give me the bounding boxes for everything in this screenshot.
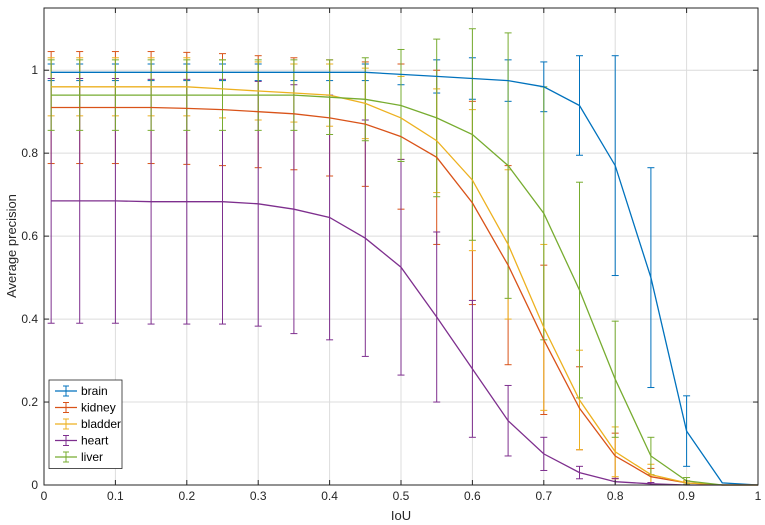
series-line-heart (51, 200, 758, 486)
legend-item-kidney: kidney (55, 401, 116, 415)
legend-label-liver: liver (81, 450, 103, 464)
legend-label-kidney: kidney (81, 401, 116, 415)
x-tick-label: 0.3 (250, 489, 267, 503)
y-axis-label: Average precision (4, 194, 19, 298)
legend-label-brain: brain (81, 384, 108, 398)
y-tick-label: 0.8 (21, 146, 38, 160)
x-axis-label: IoU (391, 508, 411, 523)
legend-item-brain: brain (55, 384, 108, 398)
x-tick-label: 0.5 (393, 489, 410, 503)
x-tick-label: 0.7 (535, 489, 552, 503)
series-line-kidney (51, 106, 758, 486)
x-tick-label: 1 (755, 489, 762, 503)
legend-label-bladder: bladder (81, 417, 121, 431)
x-tick-label: 0.6 (464, 489, 481, 503)
y-tick-label: 0.4 (21, 312, 38, 326)
series-lines (51, 71, 759, 486)
legend: brain kidney bladder heart liver (48, 379, 123, 469)
x-tick-label: 0.8 (607, 489, 624, 503)
y-tick-label: 0 (31, 478, 38, 492)
series-line-bladder (51, 86, 758, 486)
x-tick-label: 0.1 (107, 489, 124, 503)
y-tick-label: 0.6 (21, 229, 38, 243)
x-tick-label: 0 (41, 489, 48, 503)
legend-item-heart: heart (55, 434, 109, 448)
x-tick-label: 0.9 (678, 489, 695, 503)
series-line-liver (51, 94, 758, 486)
legend-item-liver: liver (55, 450, 103, 464)
legend-label-heart: heart (81, 434, 109, 448)
axis-ticks (43, 8, 759, 486)
y-tick-label: 0.2 (21, 395, 38, 409)
x-tick-label: 0.4 (321, 489, 338, 503)
x-tick-labels: 0 0.1 0.2 0.3 0.4 0.5 0.6 0.7 0.8 0.9 1 (41, 489, 762, 503)
y-tick-label: 1 (31, 63, 38, 77)
legend-item-bladder: bladder (55, 417, 121, 431)
x-tick-label: 0.2 (178, 489, 195, 503)
y-tick-labels: 0 0.2 0.4 0.6 0.8 1 (21, 63, 38, 492)
series-line-brain (51, 71, 759, 486)
